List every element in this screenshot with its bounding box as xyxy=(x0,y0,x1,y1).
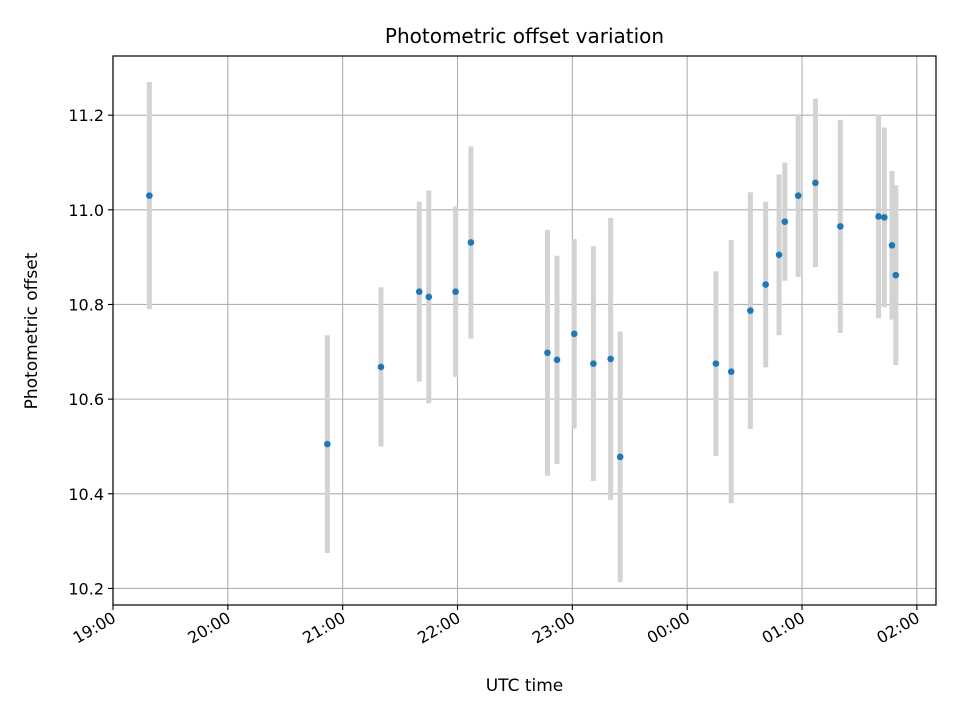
data-point xyxy=(747,307,754,314)
plot-frame xyxy=(112,55,937,606)
chart-title: Photometric offset variation xyxy=(385,24,664,48)
data-point xyxy=(837,223,844,230)
y-tick-label: 10.8 xyxy=(68,295,104,314)
y-tick-label: 10.4 xyxy=(68,485,104,504)
y-tick-label: 11.2 xyxy=(68,106,104,125)
data-point xyxy=(544,349,551,357)
y-tick-label: 11.0 xyxy=(68,201,104,220)
y-axis-label: Photometric offset xyxy=(22,252,42,409)
data-point xyxy=(881,214,888,221)
data-point xyxy=(607,355,614,363)
data-point xyxy=(875,213,882,220)
data-point xyxy=(146,192,153,199)
data-point xyxy=(553,356,561,364)
x-axis-label: UTC time xyxy=(486,676,564,696)
grid xyxy=(112,56,936,605)
data-point xyxy=(377,363,385,371)
data-point xyxy=(324,440,331,448)
data-point xyxy=(452,288,459,295)
data-point xyxy=(727,368,735,375)
data-points xyxy=(146,179,900,461)
y-tick-label: 10.2 xyxy=(68,579,104,598)
data-point xyxy=(425,293,433,301)
data-point xyxy=(781,218,789,225)
data-point xyxy=(892,271,900,279)
data-point xyxy=(762,281,769,288)
data-point xyxy=(712,360,720,367)
y-tick-label: 10.6 xyxy=(68,390,104,409)
data-point xyxy=(888,242,896,249)
data-point xyxy=(415,288,423,295)
data-point xyxy=(616,453,624,461)
data-point xyxy=(812,179,819,187)
data-point xyxy=(467,239,475,246)
data-point xyxy=(775,251,783,259)
data-point xyxy=(794,192,802,199)
y-axis-ticks: 10.2 10.4 10.6 10.8 11.0 11.2 xyxy=(68,106,113,598)
data-point xyxy=(590,360,597,367)
data-point xyxy=(570,330,578,338)
